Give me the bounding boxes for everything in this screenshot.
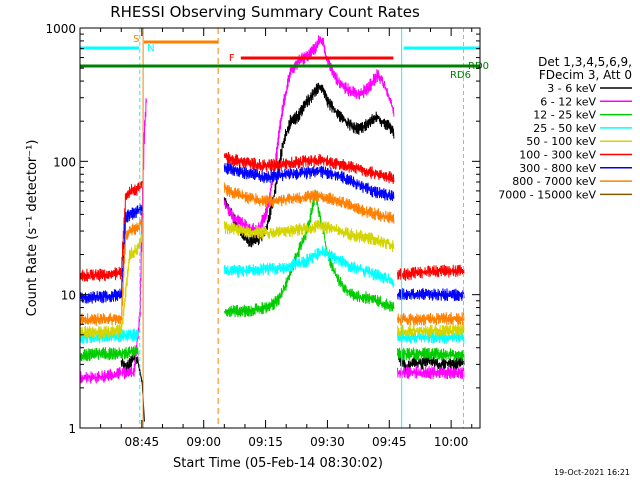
- series-12-25-kev-segment-3: [397, 347, 465, 362]
- chart-title: RHESSI Observing Summary Count Rates: [110, 3, 420, 21]
- plot-area: [79, 35, 465, 422]
- series-6-12-kev-segment-2: [223, 35, 395, 237]
- series-50-100-kev-segment-2: [223, 219, 395, 252]
- legend-item: 800 - 7000 keV: [512, 175, 632, 188]
- series-100-300-kev-segment-1: [79, 180, 143, 282]
- y-axis: 1 10 100 1000: [45, 22, 480, 436]
- legend-item: 6 - 12 keV: [540, 95, 632, 108]
- rd0-label: RD0: [468, 61, 489, 72]
- legend-item-label: 300 - 800 keV: [519, 162, 596, 175]
- legend-item-label: 3 - 6 keV: [547, 82, 596, 95]
- series-300-800-kev-segment-2: [223, 162, 395, 202]
- legend-item: 100 - 300 keV: [519, 149, 632, 162]
- x-tick-label: 09:30: [310, 435, 345, 449]
- series-300-800-kev-segment-3: [397, 288, 465, 302]
- legend: Det 1,3,4,5,6,9, FDecim 3, Att 0 3 - 6 k…: [498, 55, 632, 201]
- legend-item-label: 100 - 300 keV: [519, 149, 596, 162]
- legend-item-label: 50 - 100 keV: [526, 135, 596, 148]
- series-3-6-kev-segment-2: [223, 82, 395, 248]
- plot-frame: [79, 27, 481, 429]
- y-tick-label: 10: [61, 289, 76, 303]
- x-tick-label: 08:45: [125, 435, 160, 449]
- series-6-12-kev-segment-1: [79, 98, 147, 384]
- x-tick-label: 09:45: [372, 435, 407, 449]
- legend-item-label: 25 - 50 keV: [533, 122, 596, 135]
- legend-item: 3 - 6 keV: [547, 82, 632, 95]
- series-50-100-kev-segment-3: [397, 323, 465, 338]
- night-label: N: [147, 43, 154, 54]
- rd6-label: RD6: [450, 70, 471, 81]
- series-50-100-kev-segment-1: [79, 234, 143, 340]
- series-800-7000-kev-segment-3: [397, 312, 465, 326]
- x-axis: 08:45 09:00 09:15 09:30 09:45 10:00: [79, 28, 473, 449]
- x-tick-label: 09:15: [248, 435, 283, 449]
- legend-header-decimation: FDecim 3, Att 0: [539, 68, 632, 82]
- x-axis-label: Start Time (05-Feb-14 08:30:02): [173, 456, 383, 471]
- legend-item: 50 - 100 keV: [526, 135, 632, 148]
- legend-item: 25 - 50 keV: [533, 122, 632, 135]
- legend-item: 12 - 25 keV: [533, 109, 632, 122]
- y-tick-label: 1000: [45, 22, 76, 36]
- series-800-7000-kev-segment-1: [79, 219, 143, 327]
- legend-item-label: 12 - 25 keV: [533, 109, 596, 122]
- saa-label: S: [133, 34, 139, 45]
- legend-item-label: 7000 - 15000 keV: [498, 188, 596, 201]
- y-tick-label: 1: [68, 422, 76, 436]
- legend-item-label: 800 - 7000 keV: [512, 175, 596, 188]
- series-12-25-kev-segment-1: [79, 345, 139, 362]
- series-300-800-kev-segment-1: [79, 203, 143, 304]
- legend-item: 7000 - 15000 keV: [498, 188, 632, 201]
- x-tick-label: 10:00: [434, 435, 469, 449]
- legend-item-label: 6 - 12 keV: [540, 95, 596, 108]
- y-axis-label: Count Rate (s⁻¹ detector⁻¹): [25, 140, 40, 317]
- series-25-50-kev-segment-2: [223, 245, 395, 288]
- y-tick-label: 100: [53, 155, 76, 169]
- flare-label: F: [229, 53, 235, 64]
- legend-item: 300 - 800 keV: [519, 162, 632, 175]
- series-12-25-kev-segment-2: [223, 189, 395, 318]
- series-800-7000-kev-segment-2: [223, 182, 395, 224]
- generated-date: 19-Oct-2021 16:21: [554, 468, 630, 477]
- x-tick-label: 09:00: [186, 435, 221, 449]
- series-100-300-kev-segment-2: [223, 151, 395, 185]
- legend-header-detectors: Det 1,3,4,5,6,9,: [538, 55, 632, 69]
- series-100-300-kev-segment-3: [397, 264, 465, 281]
- series-6-12-kev-segment-3: [397, 366, 465, 380]
